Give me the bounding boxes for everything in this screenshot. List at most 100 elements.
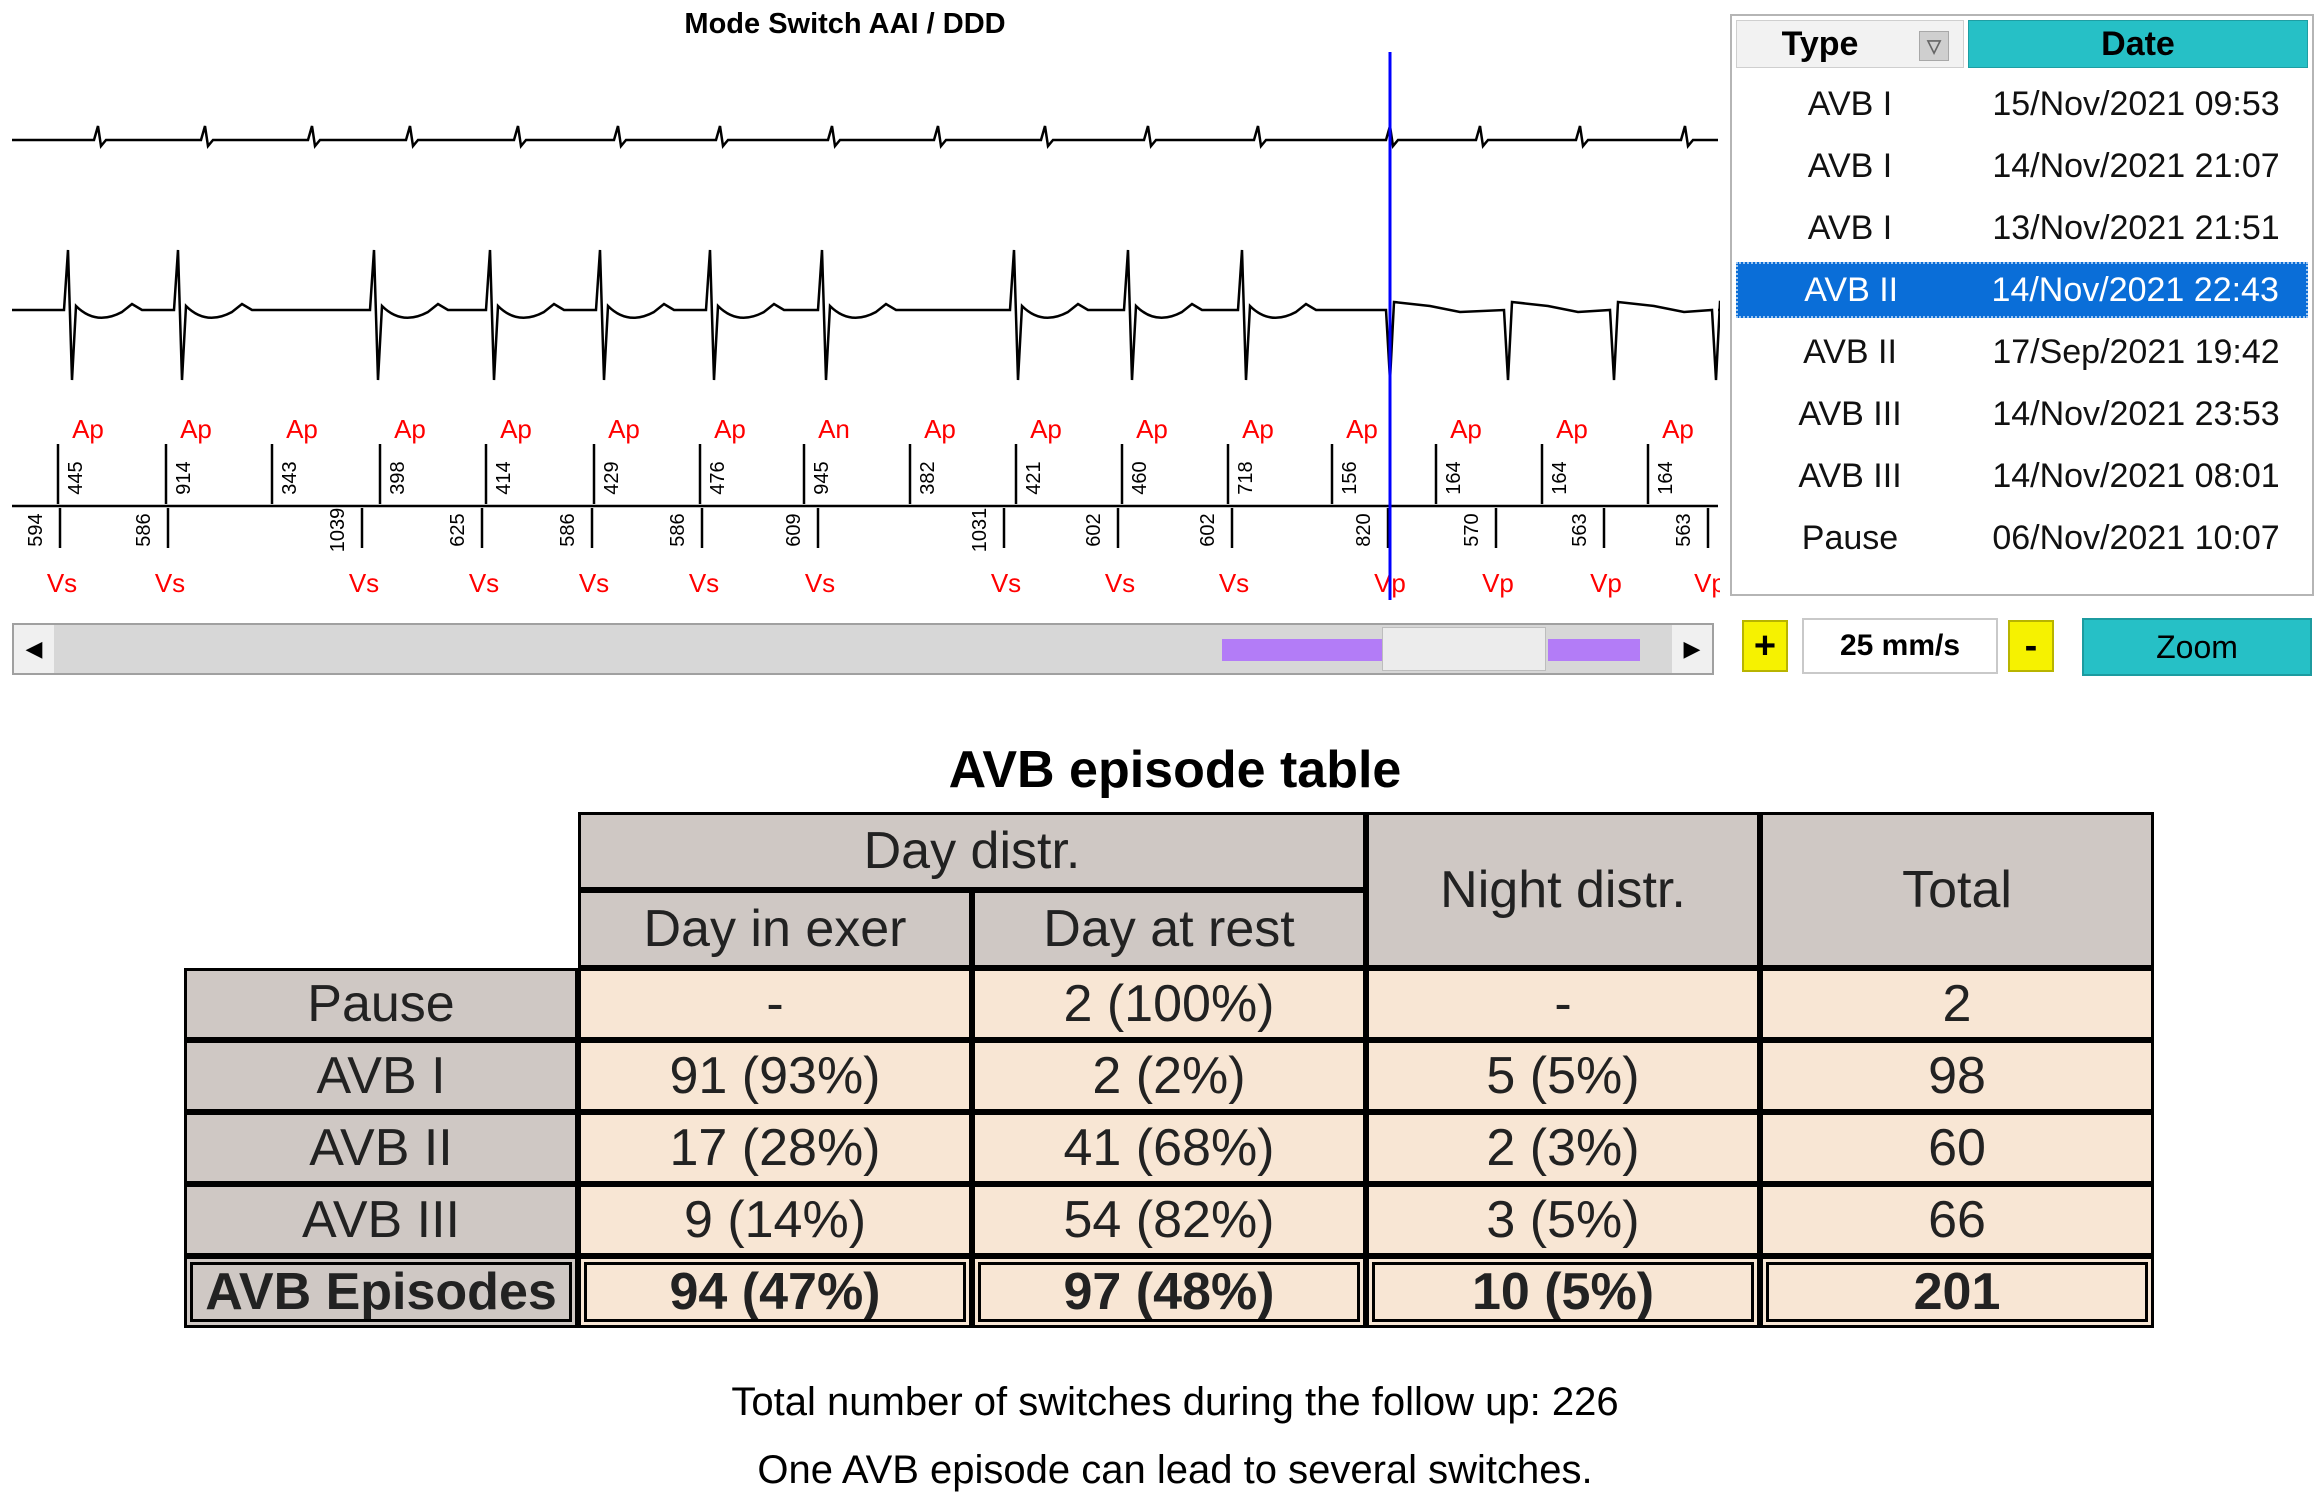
list-item-date: 14/Nov/2021 22:43 [1991, 270, 2279, 309]
list-item-date: 14/Nov/2021 08:01 [1992, 456, 2280, 495]
zoom-button[interactable]: Zoom [2082, 618, 2312, 676]
list-item[interactable]: AVB I 15/Nov/2021 09:53 [1736, 76, 2308, 132]
atrial-marker-label: Ap [72, 414, 104, 444]
list-item-type: AVB III [1798, 394, 1902, 433]
ventricular-marker-label: Vs [1105, 568, 1135, 598]
list-item-type: AVB II [1804, 270, 1899, 309]
cell-rest: 2 (2%) [972, 1040, 1366, 1112]
arrow-left-icon[interactable]: ◀ [14, 625, 54, 673]
cell-exer: - [578, 968, 972, 1040]
marker-channel: Ap 445 Ap 914 Ap 343 Ap 398 Ap 414 Ap 429 Ap 476 An 945… [12, 414, 1720, 598]
header-day-distr: Day distr. [578, 812, 1366, 890]
atrial-interval-label: 164 [1655, 461, 1677, 494]
list-item[interactable]: AVB I 13/Nov/2021 21:51 [1736, 200, 2308, 256]
list-item[interactable]: AVB III 14/Nov/2021 23:53 [1736, 386, 2308, 442]
ventricular-marker-label: Vs [155, 568, 185, 598]
horizontal-scrollbar[interactable]: ◀ ▶ [12, 623, 1714, 675]
list-item-date: 14/Nov/2021 21:07 [1992, 146, 2280, 185]
atrial-marker-label: An [818, 414, 850, 444]
ventricular-trace [12, 249, 1720, 381]
list-item-type: AVB I [1807, 208, 1893, 247]
column-header-date[interactable]: Date [1968, 20, 2308, 68]
atrial-marker-label: Ap [1136, 414, 1168, 444]
row-label-avb-episodes: AVB Episodes [184, 1256, 578, 1328]
atrial-marker-label: Ap [924, 414, 956, 444]
atrial-marker-label: Ap [1556, 414, 1588, 444]
list-item[interactable]: AVB III 14/Nov/2021 08:01 [1736, 448, 2308, 504]
ventricular-interval-label: 609 [783, 513, 805, 546]
scroll-thumb[interactable] [1382, 627, 1546, 671]
ecg-trace[interactable]: Ap 445 Ap 914 Ap 343 Ap 398 Ap 414 Ap 429 Ap 476 An 945… [0, 0, 1720, 620]
episode-list[interactable]: Type ▽ Date AVB I 15/Nov/2021 09:53 AVB I 1… [1730, 14, 2314, 596]
cell-night: - [1366, 968, 1760, 1040]
ventricular-marker-label: Vs [579, 568, 609, 598]
cell-exer: 94 (47%) [578, 1256, 972, 1328]
speed-increase-button[interactable]: + [1742, 620, 1788, 672]
atrial-marker-label: Ap [608, 414, 640, 444]
ventricular-interval-label: 586 [133, 513, 155, 546]
ventricular-interval-label: 563 [1569, 513, 1591, 546]
arrow-right-icon[interactable]: ▶ [1672, 625, 1712, 673]
cell-total: 2 [1760, 968, 2154, 1040]
ventricular-marker-label: Vp [1590, 568, 1622, 598]
list-item[interactable]: AVB II 17/Sep/2021 19:42 [1736, 324, 2308, 380]
table-summary-row: AVB Episodes 94 (47%) 97 (48%) 10 (5%) 2… [184, 1256, 2154, 1328]
list-item-date: 15/Nov/2021 09:53 [1992, 84, 2280, 123]
table-row: AVB I 91 (93%) 2 (2%) 5 (5%) 98 [184, 1040, 2154, 1112]
atrial-interval-label: 445 [65, 461, 87, 494]
column-header-date-label: Date [2101, 24, 2175, 63]
cell-rest: 97 (48%) [972, 1256, 1366, 1328]
list-item[interactable]: AVB II 14/Nov/2021 22:43 [1736, 262, 2308, 318]
cell-rest: 54 (82%) [972, 1184, 1366, 1256]
cell-rest: 2 (100%) [972, 968, 1366, 1040]
footnote-note: One AVB episode can lead to several swit… [757, 1448, 1593, 1492]
ventricular-interval-label: 820 [1353, 513, 1375, 546]
speed-decrease-button[interactable]: - [2008, 620, 2054, 672]
atrial-marker-label: Ap [1030, 414, 1062, 444]
ventricular-waveform [12, 249, 1720, 381]
table-row: AVB III 9 (14%) 54 (82%) 3 (5%) 66 [184, 1184, 2154, 1256]
list-item-type: AVB II [1803, 332, 1897, 371]
atrial-interval-label: 398 [387, 461, 409, 494]
speed-field[interactable]: 25 mm/s [1802, 618, 1998, 674]
cell-total: 60 [1760, 1112, 2154, 1184]
table-row: AVB II 17 (28%) 41 (68%) 2 (3%) 60 [184, 1112, 2154, 1184]
cell-rest: 41 (68%) [972, 1112, 1366, 1184]
list-item-date: 14/Nov/2021 23:53 [1992, 394, 2280, 433]
ecg-panel: Mode Switch AAI / DDD Ap 445 Ap 914 Ap 343 Ap 3… [0, 0, 1720, 690]
list-item-type: Pause [1801, 518, 1899, 557]
scroll-highlight [1548, 639, 1640, 661]
atrial-marker-label: Ap [286, 414, 318, 444]
list-item[interactable]: Pause 06/Nov/2021 10:07 [1736, 510, 2308, 566]
atrial-trace [12, 125, 1718, 149]
cell-night: 2 (3%) [1366, 1112, 1760, 1184]
ventricular-marker-label: Vs [689, 568, 719, 598]
ventricular-interval-label: 586 [667, 513, 689, 546]
cell-exer: 17 (28%) [578, 1112, 972, 1184]
atrial-marker-label: Ap [1450, 414, 1482, 444]
cell-total: 201 [1760, 1256, 2154, 1328]
ecg-title: Mode Switch AAI / DDD [684, 8, 1006, 40]
cell-night: 3 (5%) [1366, 1184, 1760, 1256]
atrial-marker-label: Ap [1346, 414, 1378, 444]
ventricular-marker-label: Vs [805, 568, 835, 598]
scroll-highlight [1222, 639, 1382, 661]
atrial-interval-label: 414 [493, 461, 515, 494]
list-item[interactable]: AVB I 14/Nov/2021 21:07 [1736, 138, 2308, 194]
atrial-interval-label: 382 [917, 461, 939, 494]
ventricular-marker-label: Vs [47, 568, 77, 598]
atrial-marker-label: Ap [714, 414, 746, 444]
column-header-type[interactable]: Type ▽ [1736, 20, 1964, 68]
table-corner [184, 812, 578, 968]
ventricular-interval-label: 602 [1083, 513, 1105, 546]
atrial-marker-label: Ap [180, 414, 212, 444]
list-item-date: 13/Nov/2021 21:51 [1992, 208, 2280, 247]
list-item-type: AVB III [1798, 456, 1902, 495]
atrial-marker-label: Ap [394, 414, 426, 444]
sort-down-icon[interactable]: ▽ [1919, 31, 1949, 61]
cell-total: 66 [1760, 1184, 2154, 1256]
ventricular-interval-label: 625 [447, 513, 469, 546]
header-day-in-exer: Day in exer [578, 890, 972, 968]
ventricular-interval-label: 570 [1461, 513, 1483, 546]
header-day-at-rest: Day at rest [972, 890, 1366, 968]
